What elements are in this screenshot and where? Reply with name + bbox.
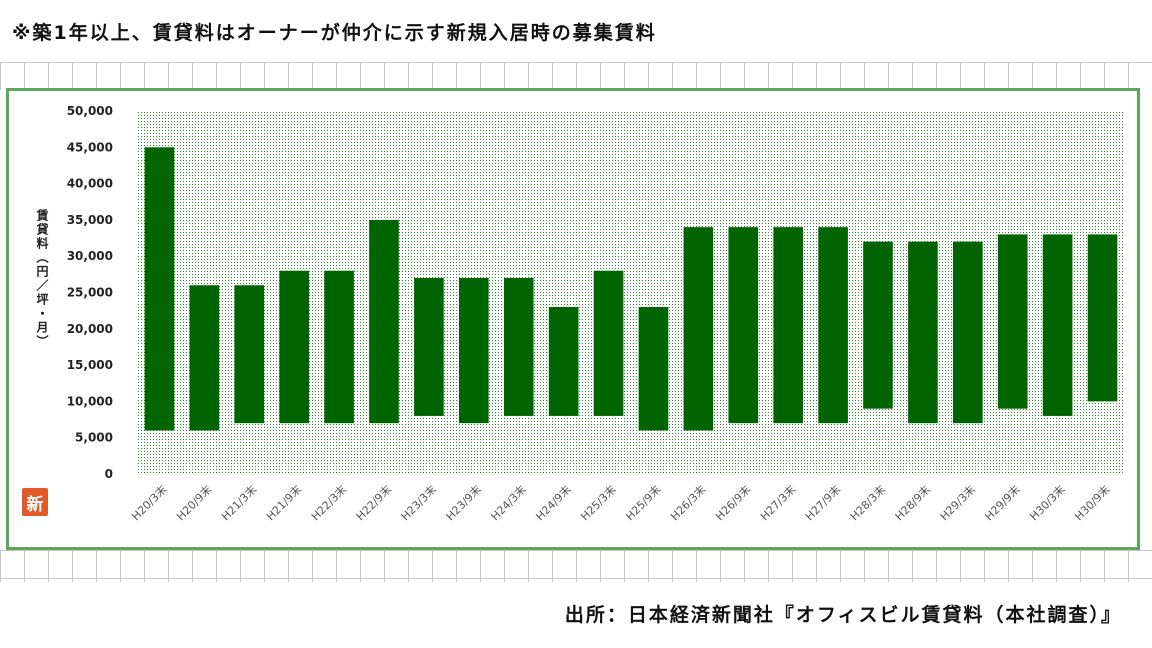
range-bar [908, 241, 938, 424]
y-tick-label: 40,000 [67, 177, 113, 191]
y-tick-label: 20,000 [67, 322, 113, 336]
range-bar [324, 270, 354, 424]
range-bar [548, 307, 579, 416]
range-bar [144, 147, 175, 431]
range-bar [1042, 234, 1073, 416]
range-bar [503, 277, 534, 416]
y-axis-label: 賃貸料（円／坪・月） [35, 208, 49, 349]
y-tick-label: 50,000 [67, 104, 113, 118]
x-tick-label: H25/9末 [623, 482, 664, 523]
y-tick-label: 15,000 [67, 358, 113, 372]
x-tick-label: H22/9末 [353, 482, 394, 523]
x-tick-label: H25/3末 [578, 482, 619, 523]
bar-chart: 0 5,000 10,000 15,000 20,000 25,000 30,000 35,0… [35, 104, 1125, 523]
x-tick-label: H26/9末 [712, 482, 753, 523]
x-tick-label: H24/9末 [533, 482, 574, 523]
x-tick-label: H29/3末 [937, 482, 978, 523]
range-bar [728, 227, 759, 424]
range-bar [369, 219, 399, 424]
range-bar [638, 307, 669, 431]
chart-frame: 0 5,000 10,000 15,000 20,000 25,000 30,000 35,0… [6, 88, 1140, 550]
x-tick-label: H28/9末 [892, 482, 933, 523]
x-tick-label: H28/3末 [847, 482, 888, 523]
x-tick-label: H23/9末 [443, 482, 484, 523]
x-tick-label: H29/9末 [982, 482, 1023, 523]
x-tick-label: H21/3末 [218, 482, 259, 523]
x-tick-label: H27/3末 [757, 482, 798, 523]
x-tick-label: H21/9末 [263, 482, 304, 523]
x-tick-label: H23/3末 [398, 482, 439, 523]
x-tick-label: H20/9末 [173, 482, 214, 523]
range-bar [189, 285, 220, 431]
y-tick-label: 5,000 [75, 431, 113, 445]
range-bar [863, 241, 893, 409]
spreadsheet-grid-bottom [0, 550, 1152, 582]
range-bar [458, 277, 489, 424]
x-tick-label: H27/9末 [802, 482, 843, 523]
y-tick-label: 30,000 [67, 249, 113, 263]
range-bar [414, 277, 444, 416]
nikkei-logo-icon: 新 [22, 488, 48, 516]
x-tick-label: H20/3末 [129, 482, 170, 523]
range-bar [683, 227, 714, 431]
spreadsheet-grid-top [0, 62, 1152, 90]
y-tick-label: 35,000 [67, 213, 113, 227]
y-tick-label: 0 [105, 467, 113, 481]
range-bar [279, 270, 310, 424]
range-bar [997, 234, 1028, 409]
x-tick-label: H22/3末 [308, 482, 349, 523]
y-tick-label: 10,000 [67, 394, 113, 408]
source-text: 出所：日本経済新聞社『オフィスビル賃貸料（本社調査）』 [564, 604, 1122, 626]
y-tick-label: 45,000 [67, 140, 113, 154]
range-bar [773, 227, 804, 424]
x-tick-label: H26/3末 [667, 482, 708, 523]
chart-note: ※築1年以上、賃貸料はオーナーが仲介に示す新規入居時の募集賃料 [12, 22, 657, 44]
x-tick-label: H30/3末 [1027, 482, 1068, 523]
range-bar [1087, 234, 1118, 402]
y-tick-label: 25,000 [67, 286, 113, 300]
range-bar [234, 285, 265, 424]
x-tick-label: H24/3末 [488, 482, 529, 523]
range-bar [952, 241, 983, 424]
range-bar [593, 270, 624, 416]
x-tick-label: H30/9末 [1072, 482, 1113, 523]
range-bar [818, 227, 848, 424]
